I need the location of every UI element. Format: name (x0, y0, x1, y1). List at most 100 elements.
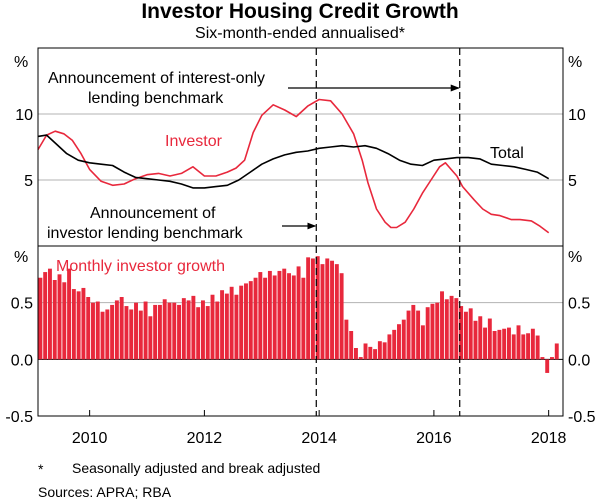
annotation-investor-benchmark-line2: investor lending benchmark (47, 225, 244, 242)
bar-monthly-investor-growth (373, 349, 378, 360)
bottom-left-unit: % (14, 249, 28, 266)
bar-monthly-investor-growth (143, 301, 148, 360)
bar-monthly-investor-growth (330, 260, 335, 360)
bar-monthly-investor-growth (521, 334, 526, 360)
plot-frame (37, 47, 564, 417)
bar-monthly-investor-growth (186, 300, 191, 360)
bar-monthly-investor-growth (291, 275, 296, 360)
bar-monthly-investor-growth (277, 270, 282, 360)
bar-monthly-investor-growth (71, 289, 76, 360)
bar-monthly-investor-growth (248, 281, 253, 360)
bottom-left-ytick: 0.5 (11, 296, 33, 313)
bar-monthly-investor-growth (420, 325, 425, 360)
sources-note: Sources: APRA; RBA (38, 484, 172, 500)
bar-monthly-investor-growth (229, 286, 234, 360)
bar-monthly-investor-growth (416, 310, 421, 360)
bar-monthly-investor-growth (459, 306, 464, 360)
bar-monthly-investor-growth (382, 342, 387, 360)
bar-monthly-investor-growth (91, 302, 95, 360)
footnote-text: Seasonally adjusted and break adjusted (72, 460, 321, 476)
bar-monthly-investor-growth (526, 333, 531, 360)
bar-monthly-investor-growth (38, 277, 43, 360)
bar-monthly-investor-growth (344, 319, 349, 360)
bar-monthly-investor-growth (320, 264, 325, 360)
bar-monthly-investor-growth (239, 285, 244, 360)
bar-monthly-investor-growth (334, 264, 339, 360)
bar-monthly-investor-growth (191, 295, 196, 360)
bar-monthly-investor-growth (215, 301, 220, 360)
series-label-investor: Investor (165, 133, 223, 150)
bottom-right-ytick: -0.5 (568, 409, 596, 426)
bottom-right-ytick: 0.0 (568, 352, 590, 369)
bar-monthly-investor-growth (545, 359, 550, 373)
bar-monthly-investor-growth (363, 343, 368, 360)
bar-monthly-investor-growth (263, 277, 268, 360)
bar-monthly-investor-growth (315, 256, 320, 360)
bar-monthly-investor-growth (406, 310, 411, 360)
bar-monthly-investor-growth (554, 343, 559, 360)
series-label-total: Total (490, 145, 524, 162)
bar-monthly-investor-growth (100, 311, 105, 360)
bar-monthly-investor-growth (114, 300, 119, 360)
bar-monthly-investor-growth (105, 309, 110, 360)
bar-monthly-investor-growth (95, 301, 100, 360)
bar-monthly-investor-growth (392, 329, 397, 360)
bar-monthly-investor-growth (492, 331, 497, 360)
bar-monthly-investor-growth (258, 272, 263, 360)
bar-monthly-investor-growth (244, 283, 248, 360)
bar-monthly-investor-growth (224, 293, 229, 360)
bar-monthly-investor-growth (210, 294, 215, 360)
bar-monthly-investor-growth (220, 290, 225, 360)
bar-monthly-investor-growth (397, 324, 401, 360)
bar-monthly-investor-growth (124, 306, 129, 360)
bar-monthly-investor-growth (401, 319, 406, 360)
bar-monthly-investor-growth (181, 298, 186, 360)
bar-monthly-investor-growth (454, 298, 459, 360)
bar-monthly-investor-growth (282, 268, 287, 360)
bar-monthly-investor-growth (301, 277, 306, 360)
bar-monthly-investor-growth (478, 316, 483, 360)
bottom-right-ytick: 0.5 (568, 296, 590, 313)
bar-monthly-investor-growth (325, 258, 330, 360)
bar-monthly-investor-growth (440, 291, 444, 360)
bar-monthly-investor-growth (205, 306, 210, 360)
bottom-right-unit: % (568, 249, 582, 266)
top-right-ytick: 10 (568, 107, 586, 124)
bar-monthly-investor-growth (516, 325, 521, 360)
chart-title: Investor Housing Credit Growth (141, 0, 459, 23)
bar-monthly-investor-growth (200, 300, 205, 360)
bar-monthly-investor-growth (67, 268, 72, 360)
bar-monthly-investor-growth (272, 275, 277, 360)
bottom-left-ytick: 0.0 (11, 352, 33, 369)
bar-monthly-investor-growth (425, 307, 430, 360)
bar-monthly-investor-growth (430, 303, 435, 360)
bar-monthly-investor-growth (81, 287, 86, 360)
top-left-ytick: 10 (15, 107, 33, 124)
bar-monthly-investor-growth (287, 273, 291, 360)
bar-monthly-investor-growth (387, 334, 392, 360)
bar-monthly-investor-growth (473, 320, 478, 360)
bar-monthly-investor-growth (110, 304, 115, 360)
bar-monthly-investor-growth (449, 295, 454, 360)
bar-monthly-investor-growth (435, 302, 440, 360)
bar-monthly-investor-growth (535, 335, 540, 360)
bar-monthly-investor-growth (468, 308, 473, 360)
bar-monthly-investor-growth (76, 291, 81, 360)
bar-monthly-investor-growth (483, 327, 488, 360)
bar-monthly-investor-growth (550, 357, 554, 360)
bar-monthly-investor-growth (349, 331, 354, 360)
bar-monthly-investor-growth (511, 334, 516, 360)
bar-monthly-investor-growth (148, 316, 153, 360)
bar-monthly-investor-growth (86, 297, 91, 360)
bar-monthly-investor-growth (196, 307, 201, 360)
top-left-ytick: 5 (24, 173, 33, 190)
annotation-investor-benchmark-line1: Announcement of (90, 205, 216, 222)
bar-monthly-investor-growth (129, 309, 134, 360)
bar-monthly-investor-growth (530, 328, 535, 360)
bar-monthly-investor-growth (306, 257, 311, 360)
x-tick-label: 2010 (72, 430, 108, 447)
annotation-interest-only-line1: Announcement of interest-only (48, 70, 265, 87)
bar-monthly-investor-growth (296, 266, 301, 360)
bar-monthly-investor-growth (368, 346, 373, 360)
